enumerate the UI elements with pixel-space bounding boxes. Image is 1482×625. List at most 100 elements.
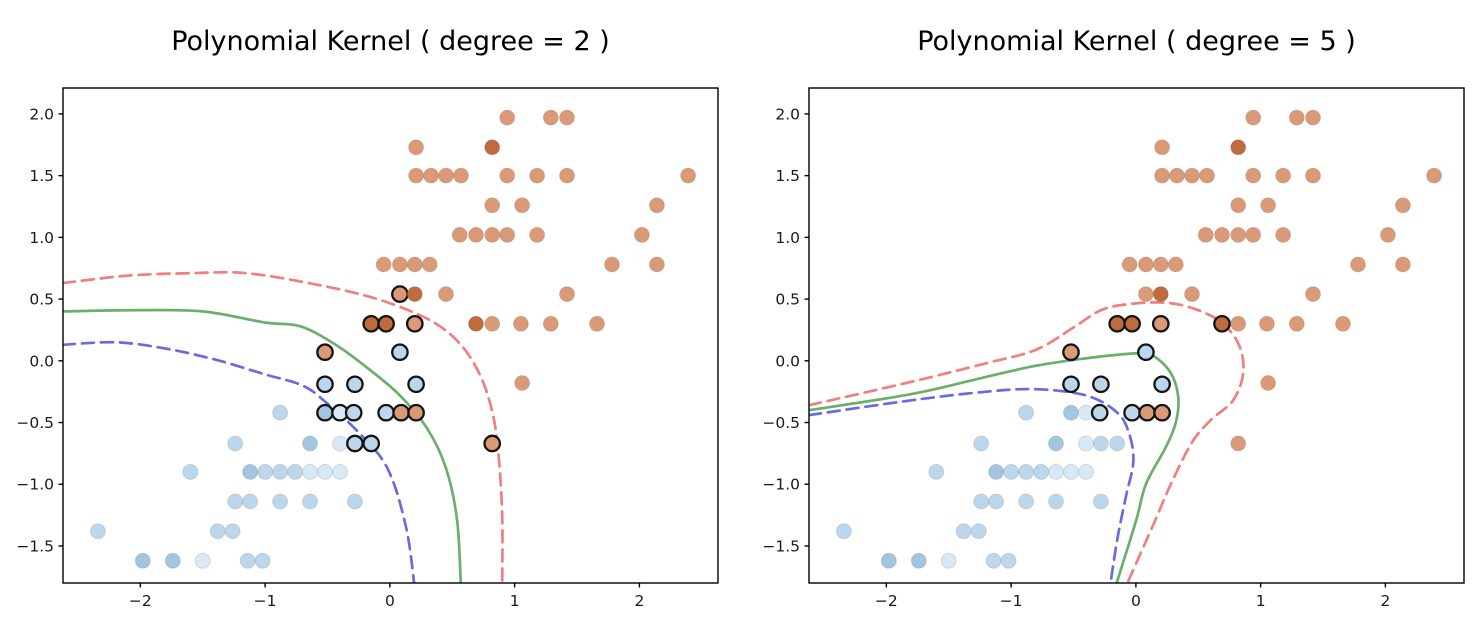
data-point-orange xyxy=(559,286,575,303)
support-vector-blue xyxy=(407,375,425,394)
data-point-blue xyxy=(835,523,852,540)
plot-svg-0: −2 −1 0 1 2 2.0 1.5 1.0 0.5 0.0 −0.5 −1.0 −1.5 xyxy=(16,87,719,610)
data-point-orange xyxy=(1184,167,1200,184)
data-point-blue xyxy=(1078,463,1094,480)
data-point-blue xyxy=(955,523,972,540)
y-tick-label: 1.5 xyxy=(29,167,54,185)
right-plot-title: Polynomial Kernel ( degree = 5 ) xyxy=(917,26,1356,57)
y-tick-label: −1.5 xyxy=(762,537,800,555)
x-axis-ticks: −2 −1 0 1 2 xyxy=(875,583,1390,610)
data-point-blue xyxy=(988,493,1005,510)
data-point-blue xyxy=(227,435,244,452)
support-vector-blue xyxy=(1092,375,1110,394)
data-point-orange xyxy=(1121,256,1138,273)
decision-boundary-curve xyxy=(809,351,1180,583)
data-point-orange xyxy=(421,256,438,273)
data-point-blue xyxy=(1018,404,1035,421)
data-point-orange xyxy=(468,226,484,243)
plot-svg-1: −2 −1 0 1 2 2.0 1.5 1.0 0.5 0.0 −0.5 −1.0 −1.5 xyxy=(762,87,1465,610)
data-point-blue xyxy=(257,463,274,480)
data-point-blue xyxy=(224,523,241,540)
x-tick-label: 2 xyxy=(1380,592,1390,610)
upper-margin-curve xyxy=(63,270,504,583)
support-vector-orange xyxy=(316,343,334,362)
data-point-orange xyxy=(1260,197,1277,214)
y-tick-label: 1.0 xyxy=(29,229,54,247)
data-point-blue xyxy=(242,493,259,510)
data-point-blue xyxy=(332,435,348,452)
support-vector-blue xyxy=(1153,375,1171,394)
y-tick-label: 2.0 xyxy=(775,105,800,123)
data-point-orange xyxy=(589,315,605,332)
data-point-orange xyxy=(468,315,484,332)
data-point-orange xyxy=(1350,256,1366,273)
upper-margin-curve xyxy=(809,301,1245,583)
y-axis-ticks: 2.0 1.5 1.0 0.5 0.0 −0.5 −1.0 −1.5 xyxy=(16,105,63,555)
data-point-orange xyxy=(484,315,501,332)
data-point-orange xyxy=(1152,256,1169,273)
support-vector-orange xyxy=(1123,314,1141,333)
data-point-orange xyxy=(499,167,516,184)
data-point-orange xyxy=(1230,226,1247,243)
data-point-orange xyxy=(423,167,439,184)
data-point-blue xyxy=(89,523,106,540)
data-point-orange xyxy=(1305,286,1321,303)
scatter-points xyxy=(89,109,697,569)
data-point-blue xyxy=(227,493,244,510)
scatter-points xyxy=(835,109,1443,569)
data-point-orange xyxy=(451,226,468,243)
data-point-orange xyxy=(375,256,392,273)
y-tick-label: 0.0 xyxy=(29,352,54,370)
decision-boundary-curve xyxy=(63,308,463,583)
x-tick-label: 0 xyxy=(385,592,395,610)
data-point-orange xyxy=(1230,435,1247,452)
data-point-blue xyxy=(910,552,927,569)
data-point-blue xyxy=(973,493,990,510)
data-point-orange xyxy=(1152,286,1169,303)
data-point-orange xyxy=(1305,109,1321,126)
data-point-orange xyxy=(514,375,531,391)
data-point-orange xyxy=(648,197,665,214)
data-point-blue xyxy=(332,463,348,480)
data-point-blue xyxy=(1063,404,1079,421)
plot-background xyxy=(809,88,1464,583)
data-point-blue xyxy=(302,435,318,452)
data-point-blue xyxy=(1048,435,1064,452)
data-point-blue xyxy=(1092,435,1109,452)
data-point-orange xyxy=(1137,286,1154,303)
lower-margin-curve xyxy=(809,387,1135,583)
data-point-blue xyxy=(272,493,289,510)
lower-margin-curve xyxy=(63,340,416,583)
data-point-orange xyxy=(406,286,423,303)
support-vector-blue xyxy=(316,403,334,422)
support-vector-blue xyxy=(362,434,381,453)
support-vector-orange xyxy=(1213,314,1231,333)
data-point-orange xyxy=(1275,167,1292,184)
y-tick-label: −0.5 xyxy=(16,414,54,432)
data-point-blue xyxy=(209,523,226,540)
support-vector-orange xyxy=(392,403,410,422)
support-vector-orange xyxy=(1062,343,1080,362)
boundary-curves xyxy=(63,270,504,583)
y-tick-label: −1.5 xyxy=(16,537,54,555)
data-point-orange xyxy=(559,109,575,126)
data-point-blue xyxy=(1018,463,1035,480)
support-vector-orange xyxy=(405,314,424,333)
data-point-orange xyxy=(1230,197,1247,214)
data-point-orange xyxy=(1288,109,1305,126)
data-point-blue xyxy=(973,435,990,452)
data-point-orange xyxy=(542,109,559,126)
x-axis-ticks: −2 −1 0 1 2 xyxy=(129,583,644,610)
data-point-orange xyxy=(484,139,501,156)
support-vector-orange xyxy=(391,285,409,303)
data-point-blue xyxy=(287,463,304,480)
support-vector-blue xyxy=(1137,343,1155,362)
data-point-blue xyxy=(880,552,897,569)
data-point-orange xyxy=(680,167,697,184)
support-vector-blue xyxy=(1062,375,1080,394)
data-point-orange xyxy=(1154,139,1171,156)
data-point-blue xyxy=(254,552,271,569)
x-tick-label: 2 xyxy=(634,592,644,610)
data-point-orange xyxy=(391,256,408,273)
data-point-orange xyxy=(1258,315,1275,332)
